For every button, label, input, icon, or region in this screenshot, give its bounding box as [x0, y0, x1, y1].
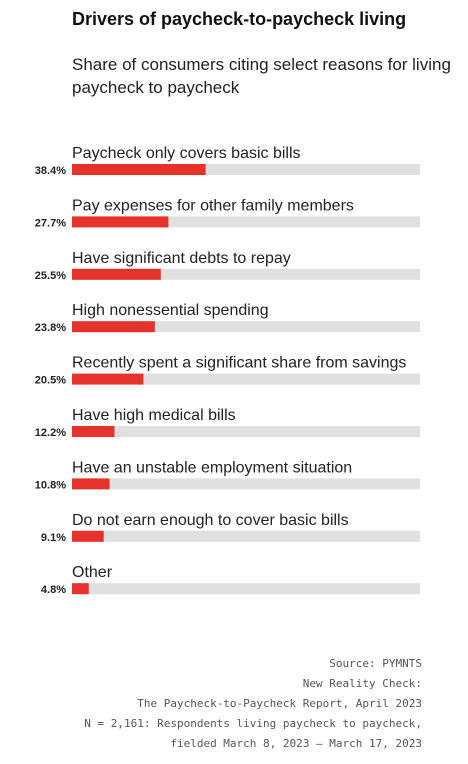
- category-label: Have high medical bills: [72, 407, 236, 424]
- category-label: High nonessential spending: [72, 302, 269, 319]
- source-line: Source: PYMNTS: [329, 657, 422, 670]
- bar-track: [72, 478, 420, 490]
- category-label: Recently spent a significant share from …: [72, 355, 406, 372]
- bar: [72, 426, 115, 437]
- value-label: 4.8%: [41, 584, 66, 596]
- bar-track: [72, 583, 420, 595]
- bar: [72, 373, 144, 385]
- bar: [72, 478, 110, 490]
- bar: [72, 321, 155, 333]
- bar-chart: Paycheck only covers basic bills 38.4% Pay…: [35, 145, 420, 596]
- bar-track: [72, 530, 420, 542]
- bar-track: [72, 321, 420, 333]
- category-label: Paycheck only covers basic bills: [72, 145, 301, 162]
- source-note: Source: PYMNTS New Reality Check: The Pa…: [84, 654, 422, 754]
- source-line: fielded March 8, 2023 – March 17, 2023: [170, 737, 422, 750]
- value-label: 38.4%: [35, 165, 66, 177]
- bar-track: [72, 216, 420, 228]
- bar-track: [72, 373, 420, 385]
- value-label: 10.8%: [35, 479, 66, 491]
- category-label: Other: [72, 564, 113, 581]
- bar: [72, 164, 206, 175]
- bar: [72, 530, 104, 542]
- bar: [72, 583, 89, 595]
- value-label: 23.8%: [35, 322, 66, 334]
- bar: [72, 268, 161, 280]
- chart-title: Drivers of paycheck-to-paycheck living: [72, 9, 407, 29]
- bar: [72, 216, 169, 228]
- bar-track: [72, 268, 420, 280]
- category-label: Have an unstable employment situation: [72, 459, 352, 476]
- category-label: Have significant debts to repay: [72, 250, 291, 267]
- bar-track: [72, 164, 420, 175]
- value-label: 27.7%: [35, 217, 66, 229]
- chart-subtitle: Share of consumers citing select reasons…: [72, 55, 451, 97]
- value-label: 9.1%: [41, 532, 66, 544]
- category-label: Pay expenses for other family members: [72, 197, 354, 214]
- source-line: The Paycheck-to-Paycheck Report, April 2…: [137, 697, 422, 710]
- source-line: N = 2,161: Respondents living paycheck t…: [84, 717, 422, 730]
- bar-track: [72, 426, 420, 437]
- category-label: Do not earn enough to cover basic bills: [72, 512, 349, 529]
- source-line: New Reality Check:: [302, 677, 422, 690]
- value-label: 12.2%: [35, 427, 66, 439]
- value-label: 20.5%: [35, 375, 66, 387]
- value-label: 25.5%: [35, 270, 66, 282]
